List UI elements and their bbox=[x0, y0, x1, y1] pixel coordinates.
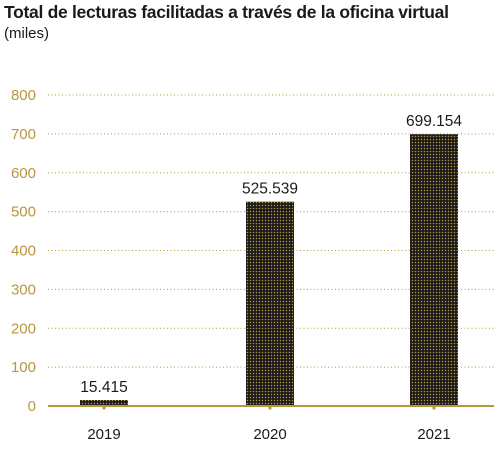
y-tick-label: 600 bbox=[11, 165, 36, 182]
bar bbox=[80, 400, 128, 406]
y-tick-label: 500 bbox=[11, 204, 36, 221]
data-label: 525.539 bbox=[242, 181, 298, 198]
data-label: 15.415 bbox=[80, 379, 127, 396]
bar bbox=[410, 134, 458, 406]
x-tick-mark bbox=[432, 406, 436, 410]
x-tick-mark bbox=[268, 406, 272, 410]
x-tick-mark bbox=[102, 406, 106, 410]
x-tick-label: 2021 bbox=[417, 426, 450, 443]
y-tick-label: 100 bbox=[11, 359, 36, 376]
chart-subtitle: (miles) bbox=[4, 25, 49, 42]
y-tick-label: 800 bbox=[11, 87, 36, 104]
y-tick-label: 400 bbox=[11, 243, 36, 260]
x-tick-label: 2019 bbox=[87, 426, 120, 443]
x-tick-label: 2020 bbox=[253, 426, 286, 443]
data-label: 699.154 bbox=[406, 113, 462, 130]
y-tick-label: 200 bbox=[11, 320, 36, 337]
y-tick-label: 300 bbox=[11, 281, 36, 298]
y-tick-label: 0 bbox=[28, 398, 36, 415]
bar bbox=[246, 201, 294, 406]
chart-title: Total de lecturas facilitadas a través d… bbox=[4, 2, 449, 22]
y-tick-label: 700 bbox=[11, 126, 36, 143]
